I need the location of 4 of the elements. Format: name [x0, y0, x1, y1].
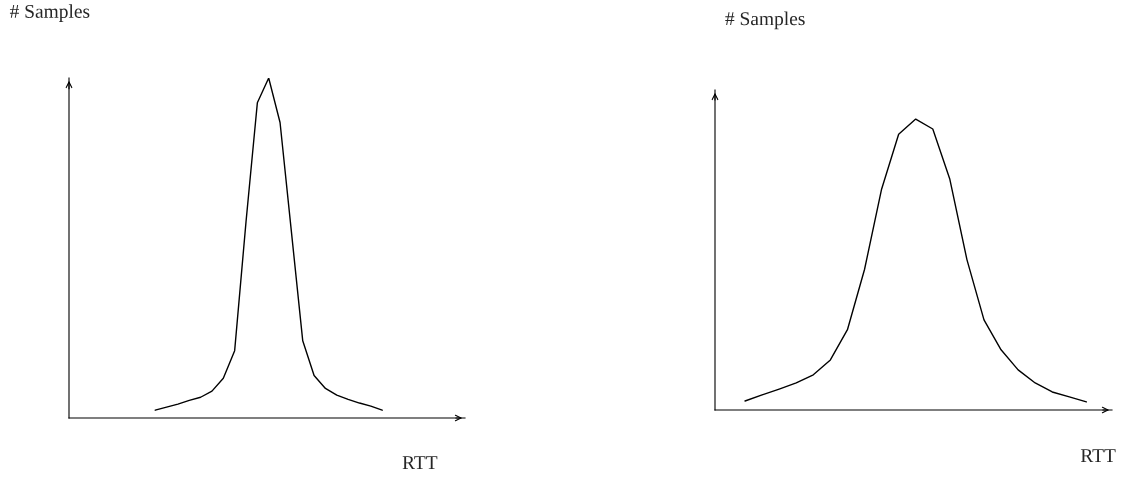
x-axis-title: RTT	[1080, 449, 1116, 462]
x-axis-title: RTT	[402, 456, 438, 469]
y-axis-title: # Samples	[9, 4, 90, 22]
y-axis-title: # Samples	[725, 11, 805, 30]
